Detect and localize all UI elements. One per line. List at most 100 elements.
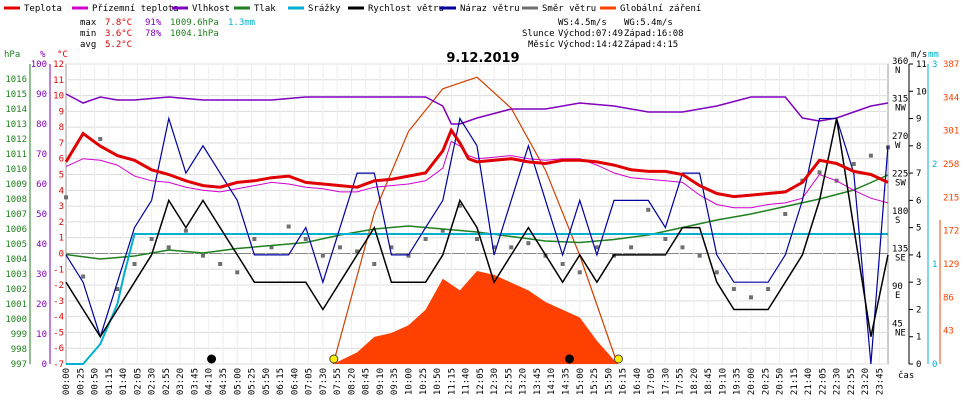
x-tick-label: 02:30 — [148, 368, 158, 395]
x-tick-label: 20:00 — [747, 368, 757, 395]
sunset-marker — [613, 354, 623, 364]
tick-label-radiation: 86 — [943, 293, 954, 303]
tick-label-dir-compass: N — [895, 66, 900, 76]
x-tick-label: 10:50 — [433, 368, 443, 395]
x-tick-label: 13:20 — [519, 368, 529, 395]
tick-label-rain: 2 — [932, 160, 937, 170]
tick-label-radiation: 43 — [943, 327, 954, 337]
wind-dir-point — [303, 237, 308, 241]
tick-label-hpa: 1011 — [5, 150, 27, 160]
stat-min-hum: 78% — [145, 29, 162, 39]
tick-label-temp: -6 — [53, 344, 64, 354]
wind-dir-point — [475, 237, 479, 241]
x-tick-label: 00:25 — [76, 368, 86, 395]
stat-max-press: 1009.6hPa — [170, 18, 219, 28]
tick-label-windspeed: 0 — [916, 360, 921, 370]
wind-dir-point — [252, 237, 257, 241]
tick-label-hpa: 1014 — [5, 105, 27, 115]
tick-label-radiation: 258 — [943, 160, 959, 170]
legend: Teplota Přízemní teplota Vlhkost Tlak Sr… — [4, 4, 701, 14]
wind-dir-point — [526, 241, 531, 246]
wind-dir-point — [868, 153, 873, 158]
sun-rise: Východ:07:49 — [558, 29, 623, 39]
tick-label-pct: 10 — [36, 330, 47, 340]
tick-label-dir: 225 — [892, 170, 908, 180]
stat-min-temp: 3.6°C — [105, 29, 132, 39]
legend-humidity: Vlhkost — [192, 4, 230, 14]
tick-label-windspeed: 9 — [916, 115, 921, 125]
wind-dir-point — [457, 203, 462, 208]
x-tick-label: 08:45 — [362, 368, 372, 395]
legend-wind-gust: Náraz větru — [460, 4, 520, 14]
legend-temperature: Teplota — [24, 4, 62, 14]
tick-label-temp: -2 — [53, 281, 64, 291]
tick-label-temp: -5 — [53, 328, 64, 338]
x-tick-label: 11:15 — [447, 368, 457, 395]
tick-label-dir: 135 — [892, 245, 908, 255]
x-tick-label: 07:05 — [305, 368, 315, 395]
tick-label-windspeed: 8 — [916, 142, 921, 152]
tick-label-hpa: 1015 — [5, 90, 27, 100]
wind-dir-point — [149, 237, 154, 241]
tick-label-dir: 270 — [892, 132, 908, 142]
tick-label-temp: 10 — [53, 92, 64, 102]
x-axis-label: čas — [898, 370, 914, 381]
axis-label-hpa: hPa — [4, 50, 20, 60]
x-tick-label: 16:40 — [633, 368, 643, 395]
wind-dir-point — [440, 228, 445, 233]
tick-label-rain: 1 — [932, 260, 937, 270]
tick-label-temp: -3 — [53, 297, 64, 307]
x-tick-label: 19:10 — [718, 368, 728, 395]
tick-label-dir: 360 — [892, 57, 908, 67]
sun-set: Západ:16:08 — [624, 29, 684, 39]
tick-label-pct: 30 — [36, 270, 47, 280]
wind-dir-point — [749, 295, 753, 300]
wind-dir-point — [338, 245, 342, 250]
moon-label: Měsíc — [528, 40, 555, 50]
wind-dir-point — [166, 245, 171, 250]
tick-label-radiation: 344 — [943, 93, 959, 103]
tick-label-rain: 3 — [932, 60, 937, 70]
tick-label-hpa: 1016 — [5, 75, 27, 85]
tick-label-radiation: 215 — [943, 193, 959, 203]
x-tick-label: 22:55 — [847, 368, 857, 395]
tick-label-temp: 2 — [59, 218, 64, 228]
x-tick-label: 06:40 — [290, 368, 300, 395]
x-tick-label: 15:50 — [604, 368, 614, 395]
wind-dir-point — [509, 245, 514, 250]
tick-label-pct: 80 — [36, 120, 47, 130]
tick-label-hpa: 1000 — [5, 315, 27, 325]
x-tick-label: 17:30 — [661, 368, 671, 395]
wind-dir-point — [492, 245, 497, 250]
tick-label-hpa: 1012 — [5, 135, 27, 145]
wind-dir-point — [680, 245, 685, 250]
tick-label-windspeed: 2 — [916, 305, 921, 315]
tick-label-radiation: 387 — [943, 60, 959, 70]
wind-dir-point — [132, 262, 137, 266]
tick-label-pct: 70 — [36, 150, 47, 160]
moon-rise: Východ:14:42 — [558, 40, 623, 50]
tick-label-temp: -7 — [53, 360, 64, 370]
x-tick-label: 22:30 — [833, 368, 843, 395]
tick-label-hpa: 1003 — [5, 270, 27, 280]
tick-label-hpa: 999 — [11, 330, 27, 340]
moonset-marker — [207, 354, 217, 364]
wind-dir-point — [372, 262, 377, 266]
wind-dir-point — [235, 270, 240, 275]
x-tick-labels: 00:00 00:25 00:50 01:15 01:40 02:05 02:30 02:55… — [62, 368, 885, 395]
wind-dir-point — [406, 253, 411, 258]
wind-dir-point — [697, 253, 702, 258]
x-tick-label: 15:00 — [576, 368, 586, 395]
stat-avg-temp: 5.2°C — [105, 40, 132, 50]
wind-dir-point — [560, 262, 565, 266]
tick-label-temp: 3 — [59, 202, 64, 212]
temperature-line — [64, 127, 889, 199]
x-tick-label: 12:30 — [490, 368, 500, 395]
tick-label-temp: 5 — [59, 171, 64, 181]
sunrise-marker — [329, 354, 339, 364]
x-tick-label: 18:45 — [704, 368, 714, 395]
x-tick-label: 10:00 — [405, 368, 415, 395]
tick-label-hpa: 997 — [11, 360, 27, 370]
x-tick-label: 17:05 — [647, 368, 657, 395]
